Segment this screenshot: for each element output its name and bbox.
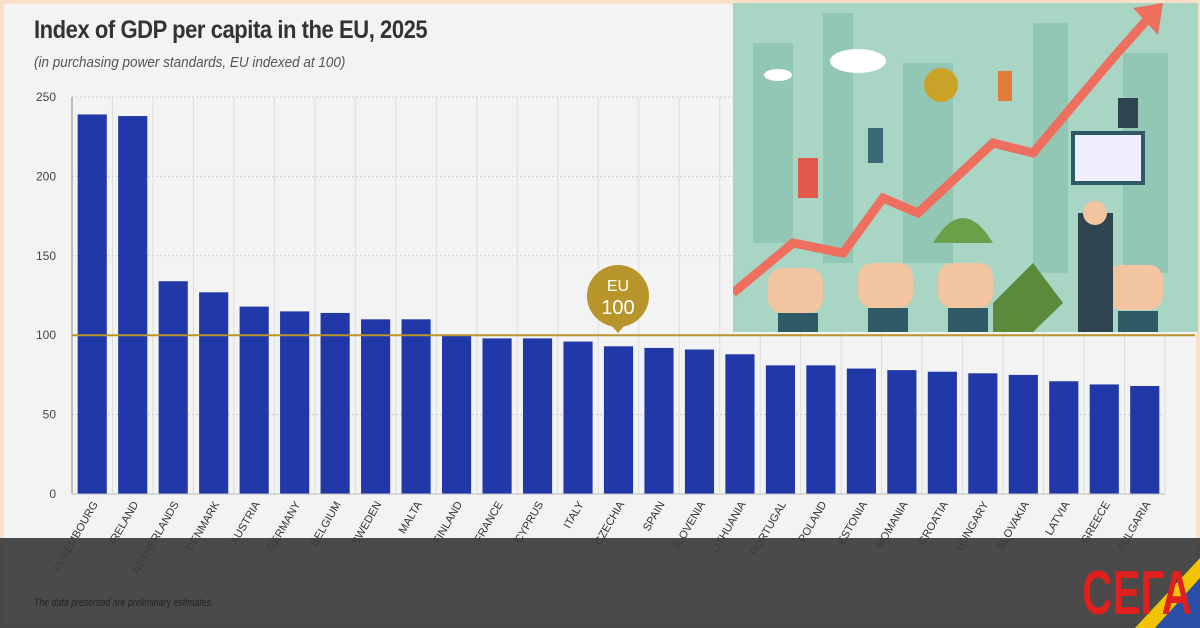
bar-croatia — [927, 371, 957, 494]
eu-marker-label: EU — [607, 278, 629, 295]
y-tick-label: 100 — [36, 328, 56, 342]
chart-title: Index of GDP per capita in the EU, 2025 — [34, 16, 428, 44]
growth-illustration — [733, 3, 1198, 332]
bar-romania — [887, 370, 917, 494]
eu-marker-value: 100 — [601, 297, 634, 319]
bar-austria — [239, 306, 269, 494]
bar-luxembourg — [77, 114, 107, 494]
bar-netherlands — [158, 281, 188, 494]
bar-germany — [280, 311, 310, 494]
y-tick-label: 0 — [49, 487, 56, 501]
y-tick-label: 200 — [36, 169, 56, 183]
chart-subtitle: (in purchasing power standards, EU index… — [34, 54, 346, 71]
bar-slovakia — [1008, 374, 1038, 494]
bar-slovenia — [684, 349, 715, 494]
bar-bulgaria — [1130, 386, 1160, 494]
chart-footnote: The data presented are preliminary estim… — [34, 597, 214, 609]
bar-ireland — [118, 116, 148, 494]
y-tick-label: 50 — [43, 408, 57, 422]
sega-logo: СЕГА — [1082, 558, 1200, 628]
bar-denmark — [199, 292, 229, 494]
y-tick-label: 250 — [36, 90, 56, 104]
bar-lithuania — [725, 354, 755, 494]
bar-greece — [1089, 384, 1119, 494]
overlay-band — [0, 538, 1200, 628]
bar-cyprus — [522, 338, 553, 494]
bar-poland — [806, 365, 836, 494]
bar-france — [482, 338, 512, 494]
bar-latvia — [1049, 381, 1079, 494]
bar-estonia — [846, 368, 876, 494]
x-tick-label: SPAIN — [641, 499, 668, 533]
bar-sweden — [361, 319, 391, 494]
eu-marker-pointer — [610, 324, 626, 333]
x-tick-label: MALTA — [397, 499, 425, 536]
bar-italy — [563, 341, 593, 494]
bar-belgium — [320, 312, 350, 494]
eu-marker — [587, 265, 649, 327]
illustration-image — [733, 3, 1168, 332]
y-tick-label: 150 — [36, 249, 56, 263]
bar-czechia — [603, 346, 634, 494]
x-tick-label: LATVIA — [1043, 499, 1072, 538]
bar-finland — [442, 335, 472, 494]
x-tick-label: ITALY — [562, 499, 587, 531]
svg-text:СЕГА: СЕГА — [1082, 559, 1192, 628]
bar-spain — [644, 347, 674, 494]
bar-portugal — [765, 365, 795, 494]
bar-malta — [401, 319, 431, 494]
bar-hungary — [968, 373, 998, 494]
